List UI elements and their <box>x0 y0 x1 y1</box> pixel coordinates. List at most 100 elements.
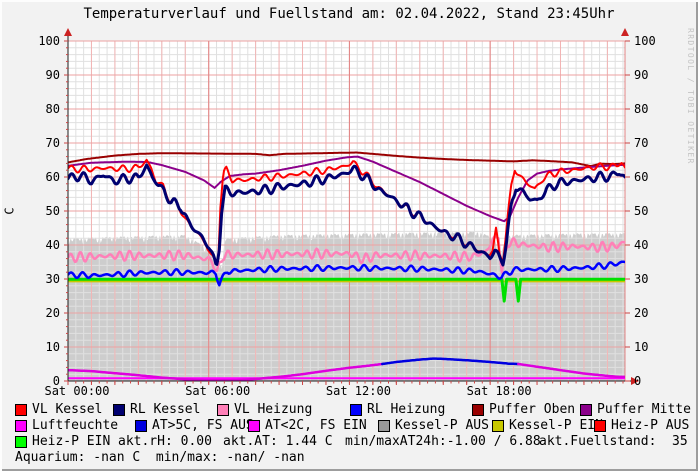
legend-label-aquarium-nan-c-min-max-nan-nan: Aquarium: -nan C min/max: -nan/ -nan <box>15 450 305 465</box>
legend-label-luftfeuchte: Luftfeuchte <box>32 418 119 433</box>
legend-label-puffer-oben: Puffer Oben <box>489 402 576 417</box>
y-tick-label-right: 10 <box>634 340 648 354</box>
x-tick-label: Sat 00:00 <box>44 384 109 398</box>
legend-label-akt-fuellstand-35: akt.Fuellstand: 35 <box>539 434 688 449</box>
legend-label-at-2c-fs-ein: AT<2C, FS EIN <box>265 418 367 433</box>
legend-item-luftfeuchte: Luftfeuchte <box>15 418 118 433</box>
y-tick-label-left: 40 <box>46 238 60 252</box>
y-tick-label-left: 0 <box>53 374 60 388</box>
x-tick-label: Sat 18:00 <box>467 384 532 398</box>
legend-item-kessel-p-ein: Kessel-P EIN <box>492 418 603 433</box>
y-axis-arrow-icon <box>64 28 72 36</box>
legend-item-akt-rh-0-00: akt.rH: 0.00 <box>118 434 212 449</box>
y-tick-label-left: 10 <box>46 340 60 354</box>
x-axis-arrow-icon <box>631 377 639 385</box>
legend-label-min-maxat24h-1-00-6-88: min/maxAT24h:-1.00 / 6.88 <box>345 434 541 449</box>
legend-label-heiz-p-aus: Heiz-P AUS <box>611 418 690 433</box>
y-tick-label-right: 30 <box>634 272 648 286</box>
legend-swatch-rl-kessel <box>113 403 125 416</box>
right-axis-arrow-icon <box>621 28 629 36</box>
legend-item-rl-heizung: RL Heizung <box>350 402 445 417</box>
y-tick-label-left: 90 <box>46 68 60 82</box>
y-tick-label-left: 20 <box>46 306 60 320</box>
y-tick-label-left: 50 <box>46 204 60 218</box>
y-tick-label-right: 70 <box>634 136 648 150</box>
series-puffer-mitte <box>68 155 625 223</box>
legend-item-puffer-mitte: Puffer Mitte <box>580 402 691 417</box>
y-tick-label-left: 60 <box>46 170 60 184</box>
axes <box>64 28 639 385</box>
legend-row-3: Heiz-P EIN akt.rH: 0.00 akt.AT: 1.44 C min/… <box>0 434 698 450</box>
legend-item-heiz-p-aus: Heiz-P AUS <box>594 418 689 433</box>
legend-item-akt-at-1-44-c: akt.AT: 1.44 C <box>223 434 333 449</box>
legend: VL Kessel RL Kessel VL Heizung RL Heizung Pu… <box>0 402 698 466</box>
legend-swatch-heiz-p-ein <box>15 435 27 448</box>
legend-row-1: VL Kessel RL Kessel VL Heizung RL Heizung Pu… <box>0 402 698 418</box>
series-at-abend <box>517 362 625 379</box>
series-puffer-oben <box>68 151 625 168</box>
x-tick-label: Sat 06:00 <box>185 384 250 398</box>
y-tick-label-right: 80 <box>634 102 648 116</box>
gridlines <box>67 40 626 382</box>
series-heiz-p-ein <box>68 277 625 303</box>
legend-swatch-rl-heizung <box>350 403 362 416</box>
y-tick-label-right: 60 <box>634 170 648 184</box>
legend-item-puffer-oben: Puffer Oben <box>472 402 575 417</box>
legend-label-puffer-mitte: Puffer Mitte <box>597 402 691 417</box>
y-tick-label-left: 30 <box>46 272 60 286</box>
series-at-ueber-5c <box>381 357 520 366</box>
legend-item-at-5c-fs-aus: AT>5C, FS AUS <box>135 418 254 433</box>
legend-label-rl-heizung: RL Heizung <box>367 402 446 417</box>
y-tick-label-right: 0 <box>634 374 641 388</box>
series-group <box>68 151 625 382</box>
legend-swatch-heiz-p-aus <box>594 419 606 432</box>
legend-row-4: Aquarium: -nan C min/max: -nan/ -nan <box>0 450 698 466</box>
legend-label-kessel-p-ein: Kessel-P EIN <box>509 418 603 433</box>
legend-swatch-kessel-p-aus <box>378 419 390 432</box>
y-tick-label-right: 50 <box>634 204 648 218</box>
y-tick-label-right: 40 <box>634 238 648 252</box>
legend-item-kessel-p-aus: Kessel-P AUS <box>378 418 489 433</box>
series-rl-kessel <box>68 163 625 267</box>
x-tick-label: Sat 12:00 <box>326 384 391 398</box>
legend-item-aquarium-nan-c-min-max-nan-nan: Aquarium: -nan C min/max: -nan/ -nan <box>15 450 305 465</box>
legend-item-rl-kessel: RL Kessel <box>113 402 200 417</box>
legend-label-at-5c-fs-aus: AT>5C, FS AUS <box>152 418 254 433</box>
legend-swatch-vl-kessel <box>15 403 27 416</box>
legend-item-vl-kessel: VL Kessel <box>15 402 102 417</box>
legend-swatch-vl-heizung <box>217 403 229 416</box>
legend-item-min-maxat24h-1-00-6-88: min/maxAT24h:-1.00 / 6.88 <box>345 434 541 449</box>
legend-swatch-at-2c-fs-ein <box>248 419 260 432</box>
legend-label-vl-kessel: VL Kessel <box>32 402 103 417</box>
y-tick-label-right: 100 <box>634 34 656 48</box>
legend-row-2: Luftfeuchte AT>5C, FS AUS AT<2C, FS EIN Kes… <box>0 418 698 434</box>
series-at-unter-2c <box>68 362 384 382</box>
y-tick-label-left: 80 <box>46 102 60 116</box>
legend-swatch-luftfeuchte <box>15 419 27 432</box>
y-tick-label-right: 90 <box>634 68 648 82</box>
tick-labels: 0 0 10 10 20 20 30 30 40 40 50 50 60 60 70 70 80 80 90 90 10… <box>38 34 655 398</box>
legend-label-akt-at-1-44-c: akt.AT: 1.44 C <box>223 434 333 449</box>
legend-item-heiz-p-ein: Heiz-P EIN <box>15 434 110 449</box>
y-tick-label-left: 100 <box>38 34 60 48</box>
legend-item-at-2c-fs-ein: AT<2C, FS EIN <box>248 418 367 433</box>
legend-item-vl-heizung: VL Heizung <box>217 402 312 417</box>
legend-swatch-puffer-oben <box>472 403 484 416</box>
legend-swatch-at-5c-fs-aus <box>135 419 147 432</box>
chart-title: Temperaturverlauf und Fuellstand am: 02.… <box>83 6 615 22</box>
legend-swatch-puffer-mitte <box>580 403 592 416</box>
series-vl-kessel <box>68 158 625 263</box>
y-tick-label-right: 20 <box>634 306 648 320</box>
legend-label-heiz-p-ein: Heiz-P EIN <box>32 434 111 449</box>
legend-label-vl-heizung: VL Heizung <box>234 402 313 417</box>
legend-label-kessel-p-aus: Kessel-P AUS <box>395 418 489 433</box>
legend-item-akt-fuellstand-35: akt.Fuellstand: 35 <box>539 434 688 449</box>
legend-swatch-kessel-p-ein <box>492 419 504 432</box>
legend-label-akt-rh-0-00: akt.rH: 0.00 <box>118 434 212 449</box>
series-rl-heizung <box>68 260 625 287</box>
y-tick-label-left: 70 <box>46 136 60 150</box>
series-vl-heizung <box>68 234 625 274</box>
legend-label-rl-kessel: RL Kessel <box>130 402 201 417</box>
